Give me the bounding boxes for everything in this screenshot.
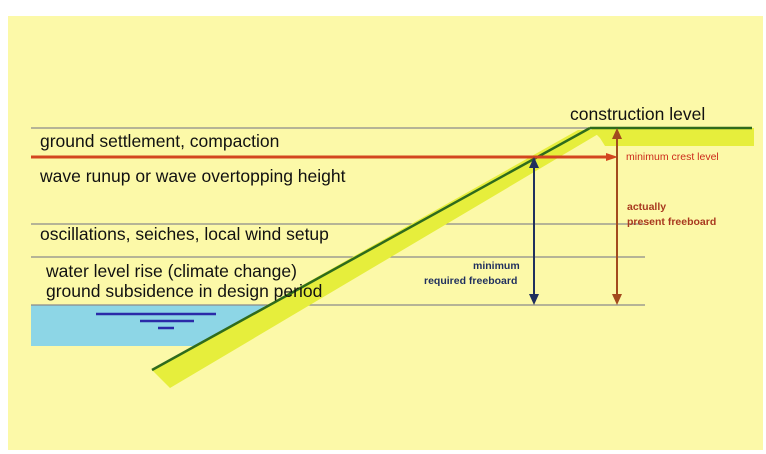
actual-freeboard-arrowhead-top: [612, 128, 622, 139]
minimum-freeboard-label-line2: required freeboard: [424, 275, 518, 287]
ground-subsidence-label: ground subsidence in design period: [46, 281, 323, 301]
minimum-freeboard-arrowhead-top: [529, 157, 539, 168]
actual-freeboard-label-line2: present freeboard: [627, 216, 717, 228]
ground-settlement-label: ground settlement, compaction: [40, 131, 280, 151]
background-panel: [8, 16, 763, 450]
minimum-freeboard-arrowhead-bottom: [529, 294, 539, 305]
water-level-rise-label: water level rise (climate change): [46, 261, 297, 281]
construction-level-label: construction level: [570, 104, 706, 124]
minimum-crest-level-arrowhead: [606, 153, 618, 161]
embankment-crest: [590, 128, 754, 146]
minimum-freeboard-label-line1: minimum: [473, 260, 520, 272]
minimum-crest-level-label: minimum crest level: [626, 151, 719, 163]
wave-runup-label: wave runup or wave overtopping height: [40, 166, 346, 186]
oscillations-label: oscillations, seiches, local wind setup: [40, 224, 329, 244]
embankment-edge: [151, 126, 591, 372]
actual-freeboard-arrowhead-bottom: [612, 294, 622, 305]
actual-freeboard-label-line1: actually: [627, 201, 667, 213]
embankment-slope: [152, 130, 605, 388]
